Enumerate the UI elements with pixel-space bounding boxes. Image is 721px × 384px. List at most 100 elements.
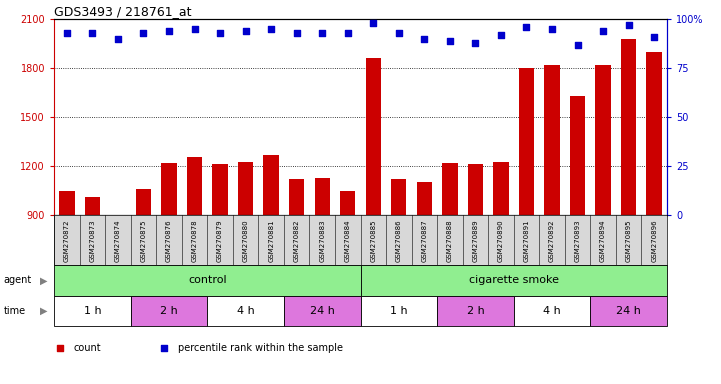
Bar: [544, 65, 559, 215]
Bar: [340, 190, 355, 215]
Point: [112, 36, 124, 42]
Point: [61, 30, 73, 36]
Point: [159, 344, 170, 351]
Text: 1 h: 1 h: [84, 306, 101, 316]
Bar: [590, 296, 667, 326]
Point: [317, 30, 328, 36]
Bar: [54, 265, 360, 296]
Text: GSM270891: GSM270891: [523, 219, 529, 262]
Bar: [417, 182, 432, 215]
Point: [521, 24, 532, 30]
Text: GSM270872: GSM270872: [64, 219, 70, 262]
Text: agent: agent: [4, 275, 32, 285]
Bar: [263, 155, 279, 215]
Point: [419, 36, 430, 42]
Point: [597, 28, 609, 34]
Bar: [570, 96, 585, 215]
Point: [393, 30, 404, 36]
Point: [342, 30, 353, 36]
Text: GSM270878: GSM270878: [192, 219, 198, 262]
Point: [495, 32, 507, 38]
Point: [138, 30, 149, 36]
Point: [163, 28, 174, 34]
Text: GSM270874: GSM270874: [115, 219, 121, 262]
Text: GSM270887: GSM270887: [421, 219, 428, 262]
Text: GSM270882: GSM270882: [293, 219, 300, 262]
Bar: [621, 39, 637, 215]
Text: GSM270893: GSM270893: [575, 219, 580, 262]
Text: control: control: [188, 275, 226, 285]
Text: GSM270873: GSM270873: [89, 219, 95, 262]
Text: GSM270888: GSM270888: [447, 219, 453, 262]
Bar: [647, 52, 662, 215]
Bar: [391, 179, 407, 215]
Bar: [85, 197, 100, 215]
Text: percentile rank within the sample: percentile rank within the sample: [178, 343, 343, 353]
Text: GSM270879: GSM270879: [217, 219, 223, 262]
Bar: [187, 157, 202, 215]
Text: 2 h: 2 h: [160, 306, 178, 316]
Bar: [59, 190, 74, 215]
Bar: [208, 296, 284, 326]
Bar: [493, 162, 508, 215]
Bar: [289, 179, 304, 215]
Bar: [314, 177, 329, 215]
Text: time: time: [4, 306, 26, 316]
Text: ▶: ▶: [40, 275, 47, 285]
Text: GSM270884: GSM270884: [345, 219, 350, 262]
Text: 24 h: 24 h: [310, 306, 335, 316]
Bar: [284, 296, 360, 326]
Bar: [238, 162, 253, 215]
Bar: [519, 68, 534, 215]
Point: [87, 30, 98, 36]
Text: GSM270886: GSM270886: [396, 219, 402, 262]
Text: GSM270896: GSM270896: [651, 219, 657, 262]
Bar: [442, 163, 458, 215]
Text: GSM270892: GSM270892: [549, 219, 555, 262]
Text: 1 h: 1 h: [390, 306, 407, 316]
Bar: [360, 296, 437, 326]
Point: [189, 26, 200, 32]
Point: [444, 38, 456, 44]
Text: GSM270880: GSM270880: [242, 219, 249, 262]
Text: GSM270881: GSM270881: [268, 219, 274, 262]
Bar: [131, 296, 208, 326]
Point: [240, 28, 252, 34]
Text: GSM270895: GSM270895: [626, 219, 632, 262]
Text: ▶: ▶: [40, 306, 47, 316]
Text: GSM270883: GSM270883: [319, 219, 325, 262]
Bar: [54, 296, 131, 326]
Text: GSM270889: GSM270889: [472, 219, 479, 262]
Text: cigarette smoke: cigarette smoke: [469, 275, 559, 285]
Text: 4 h: 4 h: [543, 306, 561, 316]
Point: [648, 34, 660, 40]
Bar: [468, 164, 483, 215]
Bar: [110, 215, 125, 220]
Bar: [366, 58, 381, 215]
Text: count: count: [74, 343, 102, 353]
Point: [623, 22, 634, 28]
Bar: [596, 65, 611, 215]
Text: 24 h: 24 h: [616, 306, 641, 316]
Bar: [213, 164, 228, 215]
Text: GDS3493 / 218761_at: GDS3493 / 218761_at: [54, 5, 192, 18]
Text: GSM270890: GSM270890: [498, 219, 504, 262]
Text: GSM270894: GSM270894: [600, 219, 606, 262]
Point: [572, 41, 583, 48]
Text: GSM270876: GSM270876: [166, 219, 172, 262]
Point: [265, 26, 277, 32]
Bar: [513, 296, 590, 326]
Point: [55, 344, 66, 351]
Text: GSM270885: GSM270885: [371, 219, 376, 262]
Point: [368, 20, 379, 26]
Text: 4 h: 4 h: [236, 306, 255, 316]
Text: 2 h: 2 h: [466, 306, 485, 316]
Text: GSM270875: GSM270875: [141, 219, 146, 262]
Bar: [136, 189, 151, 215]
Point: [291, 30, 302, 36]
Point: [547, 26, 558, 32]
Point: [214, 30, 226, 36]
Bar: [162, 163, 177, 215]
Bar: [437, 296, 513, 326]
Bar: [360, 265, 667, 296]
